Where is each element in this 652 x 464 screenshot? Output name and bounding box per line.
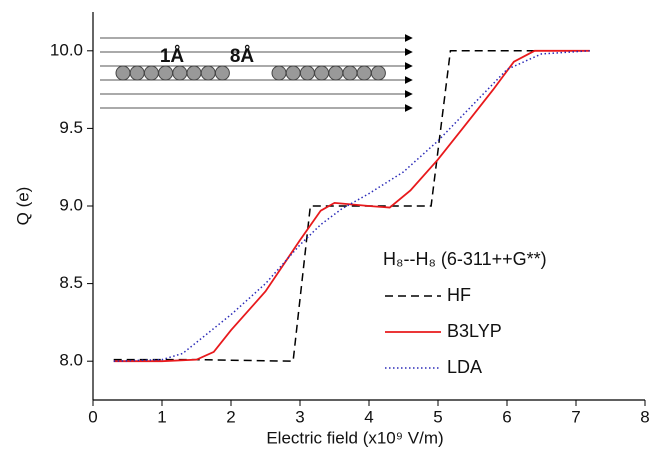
- atom: [370, 65, 386, 81]
- y-tick-label: 8.5: [59, 273, 83, 292]
- x-tick-label: 2: [226, 407, 235, 426]
- atom: [299, 65, 315, 81]
- atom: [314, 65, 330, 81]
- annotation: 1Å: [160, 46, 185, 67]
- y-axis-label: Q (e): [13, 187, 32, 226]
- inset-diagram: [100, 34, 413, 112]
- atom: [143, 65, 159, 81]
- y-tick-label: 9.0: [59, 195, 83, 214]
- x-tick-label: 0: [88, 407, 97, 426]
- x-tick-label: 6: [502, 407, 511, 426]
- legend-label: B3LYP: [447, 321, 502, 341]
- atoms: [115, 65, 386, 81]
- legend-label: LDA: [447, 357, 482, 377]
- series-line: [113, 49, 590, 363]
- atom: [328, 65, 344, 81]
- series-line: [113, 50, 590, 362]
- atom: [172, 65, 188, 81]
- x-tick-label: 7: [571, 407, 580, 426]
- atom: [200, 65, 216, 81]
- atom: [271, 65, 287, 81]
- x-tick-label: 3: [295, 407, 304, 426]
- y-tick-label: 8.0: [59, 351, 83, 370]
- atom: [342, 65, 358, 81]
- atom: [356, 65, 372, 81]
- atom: [186, 65, 202, 81]
- x-tick-label: 4: [364, 407, 373, 426]
- y-tick-label: 10.0: [50, 40, 83, 59]
- atom: [285, 65, 301, 81]
- x-tick-label: 1: [157, 407, 166, 426]
- series-line: [113, 50, 590, 362]
- atom: [158, 65, 174, 81]
- y-tick-label: 9.5: [59, 118, 83, 137]
- x-tick-label: 8: [640, 407, 649, 426]
- legend-label: HF: [447, 285, 471, 305]
- x-tick-label: 5: [433, 407, 442, 426]
- atom: [115, 65, 131, 81]
- x-axis-label: Electric field (x10⁹ V/m): [266, 428, 443, 447]
- atom: [129, 65, 145, 81]
- legend-title: H₈--H₈ (6-311++G**): [383, 249, 547, 269]
- atom: [214, 65, 230, 81]
- annotation: 8Å: [230, 46, 255, 67]
